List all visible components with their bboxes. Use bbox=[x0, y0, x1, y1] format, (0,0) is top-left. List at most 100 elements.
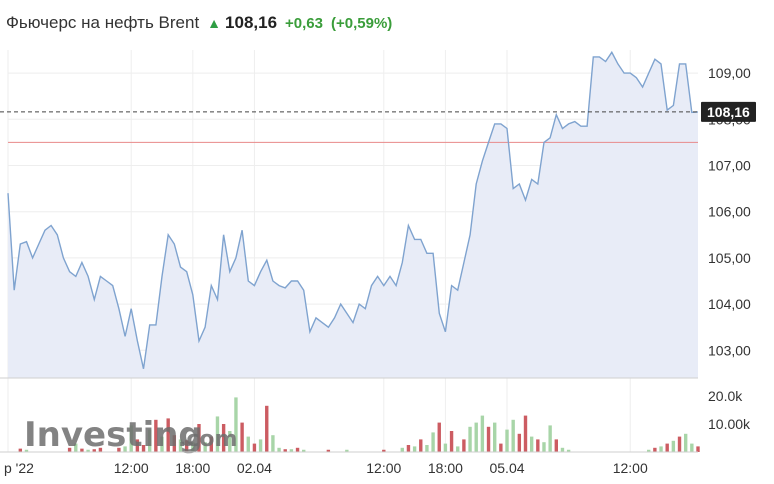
volume-bar bbox=[191, 442, 195, 452]
volume-bar bbox=[517, 433, 522, 452]
volume-bar bbox=[511, 419, 515, 452]
time-tick-label: 12:00 bbox=[613, 460, 648, 476]
volume-bar bbox=[148, 429, 152, 452]
volume-bar bbox=[443, 443, 448, 452]
time-tick-label: 18:00 bbox=[175, 460, 210, 476]
volume-bar bbox=[462, 439, 466, 452]
volume-bar bbox=[24, 449, 29, 452]
volume-tick-label: 10.00k bbox=[708, 416, 751, 432]
volume-bar bbox=[566, 449, 571, 452]
volume-bar bbox=[480, 415, 485, 452]
current-price-marker: 108,16 bbox=[701, 101, 756, 122]
volume-bar bbox=[382, 449, 386, 452]
volume-bar bbox=[437, 422, 441, 452]
logo-suffix: .com bbox=[178, 427, 237, 452]
volume-bar bbox=[289, 449, 294, 452]
volume-bar bbox=[215, 416, 220, 452]
volume-bar bbox=[234, 397, 238, 452]
volume-bar bbox=[431, 432, 435, 452]
volume-bar bbox=[277, 447, 281, 452]
volume-bar bbox=[228, 431, 232, 452]
volume-bar bbox=[647, 449, 651, 452]
volume-bar bbox=[160, 436, 164, 452]
volume-bar bbox=[671, 440, 676, 452]
price-tick-label: 109,00 bbox=[708, 65, 751, 81]
time-tick-label: 05.04 bbox=[489, 460, 524, 476]
volume-bar bbox=[265, 405, 269, 452]
time-tick-label: р '22 bbox=[4, 460, 34, 476]
price-area-fill bbox=[8, 52, 698, 379]
volume-bar bbox=[474, 422, 478, 452]
volume-bar bbox=[221, 424, 226, 452]
volume-bar bbox=[653, 447, 657, 452]
volume-bar bbox=[400, 447, 404, 452]
logo-brand: Investing bbox=[24, 415, 203, 455]
volume-bar bbox=[74, 443, 78, 452]
time-axis: р '22 12:00 18:00 02.04 12:00 18:00 05.04 12:00 bbox=[4, 460, 648, 476]
current-price-box bbox=[701, 101, 756, 122]
volume-bar bbox=[406, 445, 411, 452]
price-tick-label: 105,00 bbox=[708, 250, 751, 266]
volume-bar bbox=[560, 447, 565, 452]
volume-bar bbox=[246, 436, 250, 452]
volume-bar bbox=[135, 439, 140, 452]
volume-bar bbox=[295, 447, 300, 452]
price-change-percent: (+0,59%) bbox=[331, 14, 393, 32]
volume-bar bbox=[554, 439, 558, 452]
volume-bar bbox=[141, 445, 146, 452]
volume-bar bbox=[178, 439, 183, 452]
volume-bar bbox=[425, 445, 429, 452]
volume-bars bbox=[18, 397, 700, 452]
price-tick-label: 107,00 bbox=[708, 157, 751, 173]
volume-bar bbox=[677, 436, 682, 452]
time-tick-label: 18:00 bbox=[428, 460, 463, 476]
time-tick-label: 12:00 bbox=[114, 460, 149, 476]
volume-bar bbox=[499, 443, 503, 452]
volume-bar bbox=[665, 443, 669, 452]
time-tick-label: 02.04 bbox=[237, 460, 272, 476]
volume-bar bbox=[412, 446, 417, 452]
volume-bar bbox=[419, 439, 423, 452]
chart-header: Фьючерс на нефть Brent ▲ 108,16 +0,63 (+… bbox=[6, 10, 392, 36]
volume-bar bbox=[98, 447, 103, 452]
volume-bar bbox=[80, 448, 84, 452]
volume-bar bbox=[123, 446, 127, 452]
volume-bar bbox=[449, 431, 454, 452]
volume-bar bbox=[271, 435, 275, 452]
volume-bar bbox=[92, 449, 96, 452]
price-axis: 103,00104,00105,00106,00107,00108,00109,… bbox=[708, 65, 751, 358]
price-change: +0,63 bbox=[285, 14, 323, 32]
volume-bar bbox=[129, 425, 133, 452]
price-tick-label: 106,00 bbox=[708, 204, 751, 220]
volume-bar bbox=[456, 446, 460, 452]
volume-bar bbox=[468, 426, 472, 452]
volume-bar bbox=[690, 443, 694, 452]
volume-bar bbox=[529, 436, 534, 452]
volume-bar bbox=[659, 446, 663, 452]
investing-logo: Investing .com bbox=[24, 415, 237, 455]
volume-bar bbox=[252, 443, 257, 452]
volume-bar bbox=[683, 433, 688, 452]
volume-bar bbox=[86, 449, 90, 452]
volume-bar bbox=[240, 422, 244, 452]
volume-bar bbox=[18, 448, 23, 452]
current-price-label: 108,16 bbox=[707, 104, 750, 120]
volume-bar bbox=[493, 422, 497, 452]
volume-bar bbox=[258, 439, 263, 452]
volume-bar bbox=[302, 449, 306, 452]
volume-bar bbox=[542, 442, 546, 452]
volume-bar bbox=[67, 447, 72, 452]
volume-bar bbox=[486, 426, 491, 452]
price-line bbox=[7, 50, 699, 369]
volume-bar bbox=[283, 449, 287, 452]
instrument-title: Фьючерс на нефть Brent bbox=[6, 13, 200, 32]
time-tick-label: 12:00 bbox=[366, 460, 401, 476]
volume-bar bbox=[548, 425, 552, 452]
volume-bar bbox=[536, 439, 540, 452]
volume-bar bbox=[345, 449, 349, 452]
volume-bar bbox=[197, 424, 201, 452]
last-price: 108,16 bbox=[225, 13, 278, 32]
volume-tick-label: 20.0k bbox=[708, 388, 743, 404]
volume-bar bbox=[203, 442, 207, 452]
